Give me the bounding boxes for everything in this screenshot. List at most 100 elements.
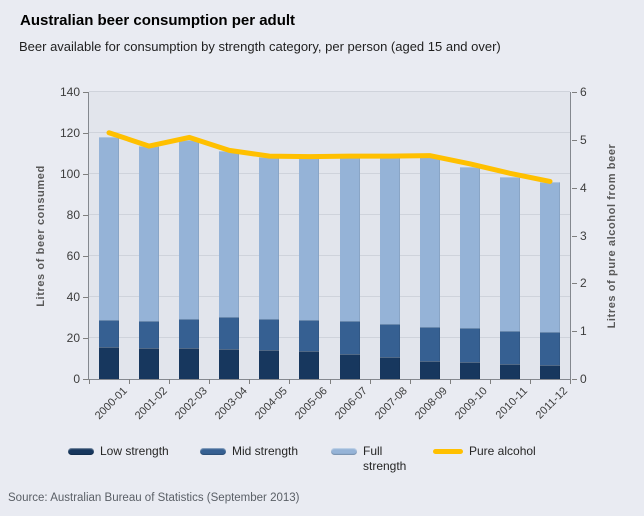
right-axis-tick [572,92,577,93]
x-axis-tick [169,379,171,384]
legend-item-full-strength: Full strength [331,444,421,474]
gridline [89,132,570,133]
right-axis-title: Litres of pure alcohol from beer [606,143,618,328]
x-axis-tick [289,379,291,384]
right-axis-tick [572,235,577,237]
left-axis-tick [83,92,88,93]
bar-segment-low-strength [219,349,240,379]
x-axis-label: 2011-12 [533,385,571,422]
x-axis-label: 2005-06 [292,385,330,423]
left-axis-tick [83,215,88,216]
bar-segment-full-strength [299,156,320,320]
bar-segment-mid-strength [219,316,240,350]
bar-segment-full-strength [139,146,160,321]
bar-segment-mid-strength [539,332,560,365]
bar-segment-mid-strength [379,323,400,358]
bar-segment-full-strength [219,151,240,317]
x-axis-tick [129,379,131,384]
bar-segment-low-strength [499,363,520,379]
legend-item-pure-alcohol: Pure alcohol [433,444,536,459]
left-axis-tick-label: 80 [66,208,80,222]
bar-segment-full-strength [379,156,400,324]
left-axis-tick [83,133,88,134]
left-axis-tick-label: 60 [66,249,80,263]
bar-segment-mid-strength [459,327,480,362]
bar-segment-low-strength [139,348,160,379]
x-axis-tick [409,379,411,384]
x-axis-label: 2008-09 [413,385,451,423]
x-axis-label: 2003-04 [212,385,250,423]
left-axis-tick-label: 20 [66,331,80,345]
bar-segment-full-strength [99,137,120,320]
bar-segment-full-strength [259,156,280,319]
right-axis-tick-label: 0 [580,372,587,386]
bar-segment-mid-strength [139,320,160,349]
legend-label: Mid strength [232,444,299,458]
left-axis-tick-label: 100 [59,167,80,181]
bar-segment-full-strength [179,140,200,319]
gridline [89,173,570,174]
bar-segment-mid-strength [259,318,280,351]
bar-segment-mid-strength [499,330,520,364]
bar-segment-low-strength [539,364,560,379]
left-axis-tick [83,379,88,380]
bar-segment-low-strength [459,361,480,379]
x-axis-tick [249,379,251,384]
x-axis-label: 2001-02 [132,385,170,423]
bar-segment-low-strength [299,351,320,379]
gridline [89,296,570,297]
x-axis-tick [570,379,571,384]
gridline [89,337,570,338]
left-axis-tick [83,256,88,257]
bar-segment-low-strength [99,347,120,379]
x-axis-tick [89,379,90,384]
bar-segment-mid-strength [99,319,120,348]
x-axis-tick [529,379,531,384]
legend-item-low-strength: Low strength [68,444,169,459]
x-axis-label: 2006-07 [332,385,371,423]
legend-label: Low strength [100,444,169,458]
left-axis-tick-label: 0 [73,372,80,386]
right-axis-tick-label: 3 [580,228,587,243]
bar-segment-mid-strength [419,326,440,361]
right-axis-tick-label: 4 [580,180,587,195]
x-axis-tick [449,379,451,384]
right-axis-tick [572,379,577,380]
bar-segment-full-strength [419,156,440,327]
left-axis-tick [83,174,88,175]
right-axis-tick [572,331,577,333]
right-axis-tick-label: 6 [580,85,587,99]
left-axis-tick [83,338,88,339]
full-strength-swatch-icon [331,448,357,455]
pure-alcohol-line-swatch-icon [433,449,463,454]
bar-segment-low-strength [179,348,200,379]
x-axis-label: 2010-11 [493,385,531,422]
left-axis-tick [83,297,88,298]
left-axis-title: Litres of beer consumed [35,164,47,307]
x-axis-label: 2004-05 [252,385,290,423]
right-axis-tick-label: 5 [580,132,587,147]
right-axis-tick-label: 2 [580,276,587,291]
left-axis-tick-label: 40 [66,290,80,304]
x-axis-tick [369,379,371,384]
bar-segment-full-strength [339,156,360,321]
pure-alcohol-line [106,130,553,184]
low-strength-swatch-icon [68,448,94,455]
x-axis-label: 2002-03 [172,385,210,423]
bar-segment-mid-strength [299,319,320,352]
legend-label: Full strength [363,444,407,473]
bar-segment-low-strength [379,357,400,379]
bar-segment-low-strength [339,353,360,379]
chart-title: Australian beer consumption per adult [20,12,296,29]
bar-segment-full-strength [459,166,480,328]
gridline [89,91,570,92]
source-note: Source: Australian Bureau of Statistics … [8,492,300,504]
x-axis-tick [209,379,211,384]
gridline [89,255,570,256]
bar-segment-full-strength [539,181,560,333]
legend-item-mid-strength: Mid strength [200,444,298,459]
legend-label: Pure alcohol [469,444,536,458]
right-axis-tick [572,187,577,189]
gridline [89,214,570,215]
mid-strength-swatch-icon [200,448,226,455]
